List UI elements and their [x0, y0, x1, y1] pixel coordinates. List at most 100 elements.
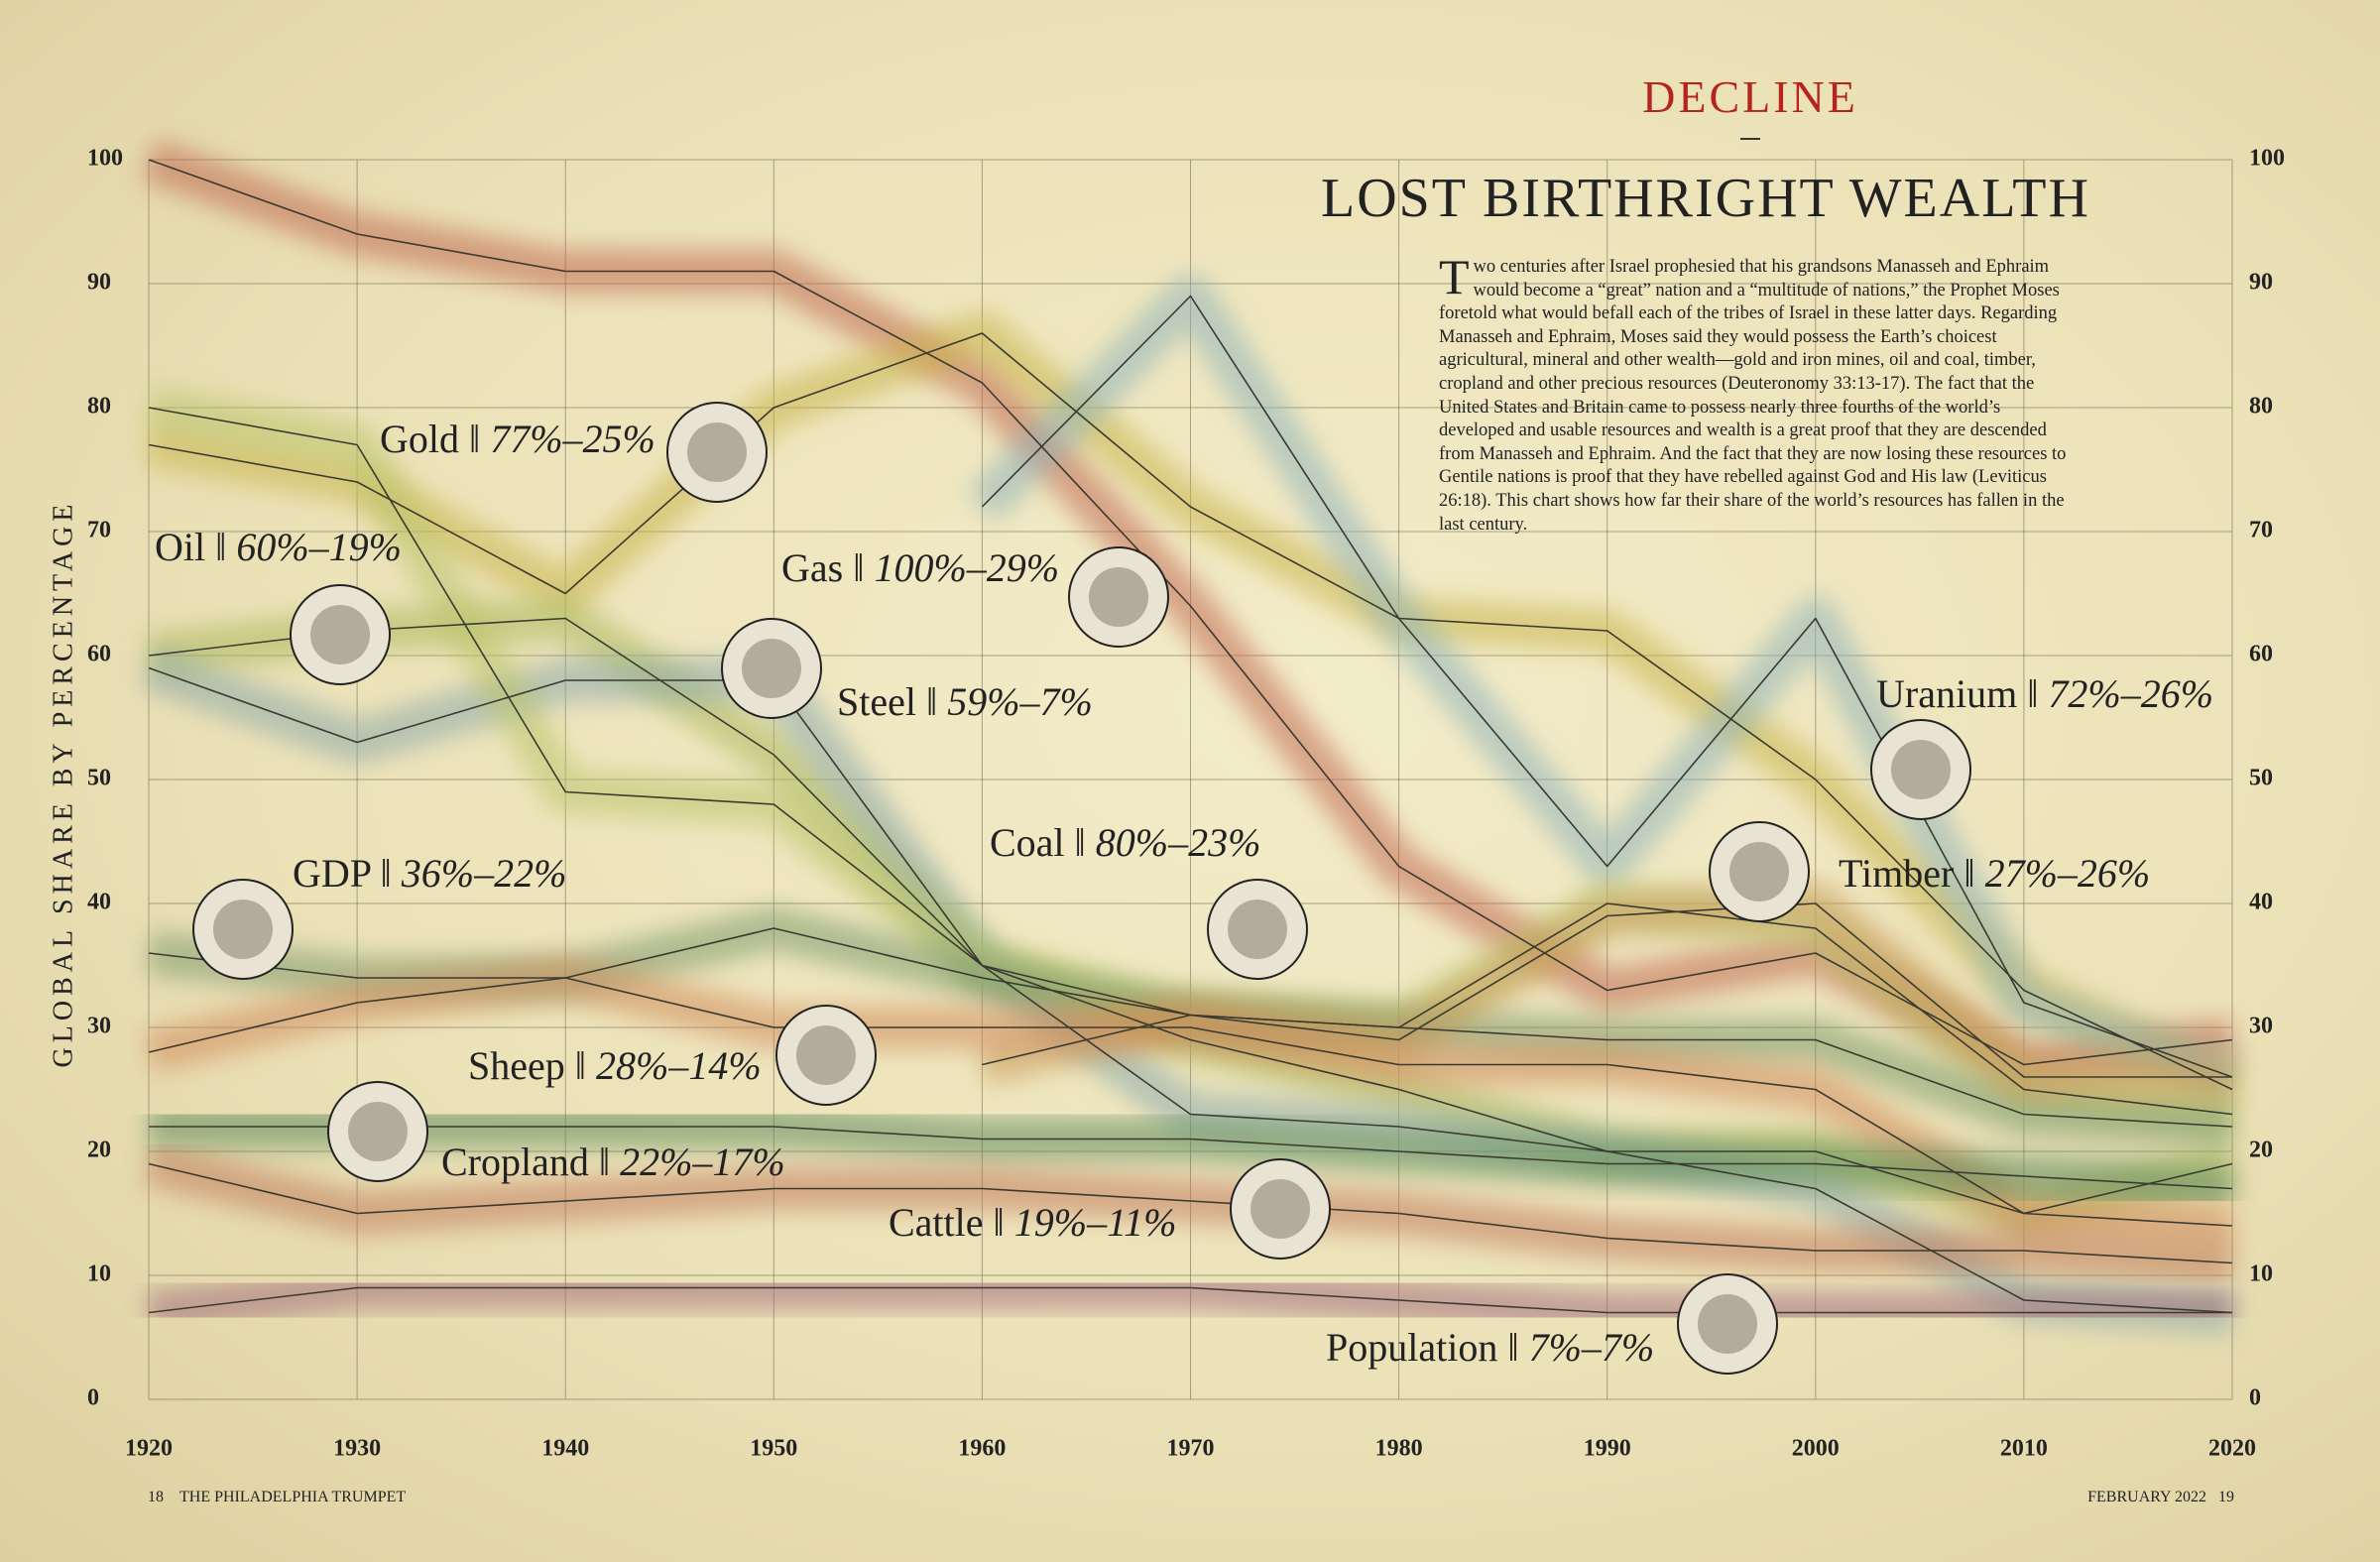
series-name: Cattle — [889, 1200, 984, 1245]
y-tick-label: 90 — [2249, 270, 2273, 296]
series-range: 59%–7% — [947, 679, 1093, 724]
icon-detail — [742, 639, 801, 698]
series-label: Population ‖ 7%–7% — [1326, 1325, 1654, 1370]
separator: ‖ — [916, 679, 947, 724]
series-line — [148, 1162, 2233, 1264]
x-tick-label: 2020 — [2208, 1436, 2256, 1462]
publication: THE PHILADELPHIA TRUMPET — [179, 1489, 406, 1505]
series-line — [982, 902, 2232, 1078]
x-tick-label: 1980 — [1375, 1436, 1423, 1462]
series-line — [148, 159, 2233, 1066]
icon-detail — [310, 605, 370, 664]
series-label: Oil ‖ 60%–19% — [155, 525, 402, 569]
y-tick-label: 20 — [87, 1138, 111, 1163]
series-line — [981, 295, 2233, 1078]
series-line — [149, 1126, 2233, 1190]
series-name: Coal — [990, 820, 1065, 865]
separator: ‖ — [1954, 851, 1984, 896]
separator: ‖ — [843, 545, 874, 590]
y-tick-label: 20 — [2249, 1138, 2273, 1163]
series-line — [148, 1286, 2232, 1314]
series-range: 60%–19% — [236, 525, 402, 569]
y-tick-label: 80 — [87, 394, 111, 420]
y-tick-label: 30 — [2249, 1014, 2273, 1039]
separator: ‖ — [1497, 1325, 1528, 1370]
kicker: DECLINE — [1642, 71, 1858, 122]
series-range: 22%–17% — [620, 1140, 785, 1184]
separator: ‖ — [459, 417, 490, 461]
page-number: 18 — [148, 1489, 164, 1505]
series-range: 77%–25% — [490, 417, 655, 461]
y-tick-label: 40 — [87, 890, 111, 915]
issue: FEBRUARY 2022 — [2087, 1489, 2206, 1505]
x-tick-label: 2000 — [1792, 1436, 1840, 1462]
series-line — [148, 666, 2233, 1314]
y-tick-label: 50 — [87, 766, 111, 791]
series-name: Uranium — [1876, 671, 2017, 716]
chart-title: LOST BIRTHRIGHT WEALTH — [1321, 168, 2090, 229]
x-tick-label: 1950 — [750, 1436, 797, 1462]
icon-detail — [1698, 1294, 1757, 1354]
series-label: Gold ‖ 77%–25% — [380, 417, 655, 461]
separator: ‖ — [1065, 820, 1096, 865]
series-label: Timber ‖ 27%–26% — [1839, 851, 2150, 896]
icon-detail — [348, 1102, 408, 1161]
y-tick-label: 100 — [87, 146, 123, 172]
series-name: Gas — [781, 545, 843, 590]
x-tick-label: 1920 — [125, 1436, 173, 1462]
series-label: Uranium ‖ 72%–26% — [1876, 671, 2213, 716]
y-tick-label: 90 — [87, 270, 111, 296]
y-tick-label: 50 — [2249, 766, 2273, 791]
series-line — [148, 332, 2233, 1091]
series-label: Gas ‖ 100%–29% — [781, 545, 1059, 590]
series-range: 100%–29% — [874, 545, 1059, 590]
icon-detail — [796, 1025, 856, 1085]
y-axis-label: GLOBAL SHARE BY PERCENTAGE — [48, 500, 78, 1068]
x-tick-label: 1930 — [333, 1436, 381, 1462]
y-tick-label: 0 — [2249, 1385, 2261, 1411]
y-tick-label: 80 — [2249, 394, 2273, 420]
labels: Gas ‖ 100%–29% Gold ‖ 77%–25% Uranium ‖ 72… — [155, 417, 2213, 1370]
x-tick-label: 1970 — [1167, 1436, 1215, 1462]
y-tick-label: 10 — [2249, 1262, 2273, 1287]
icon-detail — [1729, 842, 1789, 901]
series-name: Population — [1326, 1325, 1497, 1370]
y-tick-label: 70 — [2249, 518, 2273, 543]
series-label: Sheep ‖ 28%–14% — [468, 1043, 762, 1088]
series-range: 36%–22% — [401, 851, 567, 896]
icon-detail — [213, 900, 273, 959]
icon-detail — [1089, 567, 1148, 627]
y-tick-label: 60 — [2249, 642, 2273, 667]
series-range: 27%–26% — [1985, 851, 2151, 896]
y-tick-label: 100 — [2249, 146, 2285, 172]
y-tick-label: 30 — [87, 1014, 111, 1039]
icon-detail — [687, 422, 747, 482]
x-tick-label: 1960 — [958, 1436, 1006, 1462]
series-label: Coal ‖ 80%–23% — [990, 820, 1260, 865]
separator: ‖ — [2017, 671, 2048, 716]
y-tick-label: 0 — [87, 1385, 99, 1411]
y-tick-label: 40 — [2249, 890, 2273, 915]
separator: ‖ — [589, 1140, 620, 1184]
series-band — [146, 1265, 2232, 1335]
x-tick-label: 2010 — [2000, 1436, 2048, 1462]
series-range: 28%–14% — [596, 1043, 762, 1088]
series-range: 7%–7% — [1529, 1325, 1655, 1370]
series-range: 72%–26% — [2048, 671, 2213, 716]
series-name: Cropland — [441, 1140, 589, 1184]
icon-detail — [1891, 740, 1951, 799]
x-tick-label: 1940 — [541, 1436, 589, 1462]
icon-detail — [1250, 1179, 1310, 1239]
separator: ‖ — [371, 851, 402, 896]
series-label: Cattle ‖ 19%–11% — [889, 1200, 1176, 1245]
separator: ‖ — [205, 525, 236, 569]
y-tick-label: 70 — [87, 518, 111, 543]
page-number: 19 — [2218, 1489, 2234, 1505]
series-line — [148, 617, 2233, 1215]
icon-detail — [1228, 900, 1287, 959]
series-name: Gold — [380, 417, 459, 461]
y-tick-label: 60 — [87, 642, 111, 667]
